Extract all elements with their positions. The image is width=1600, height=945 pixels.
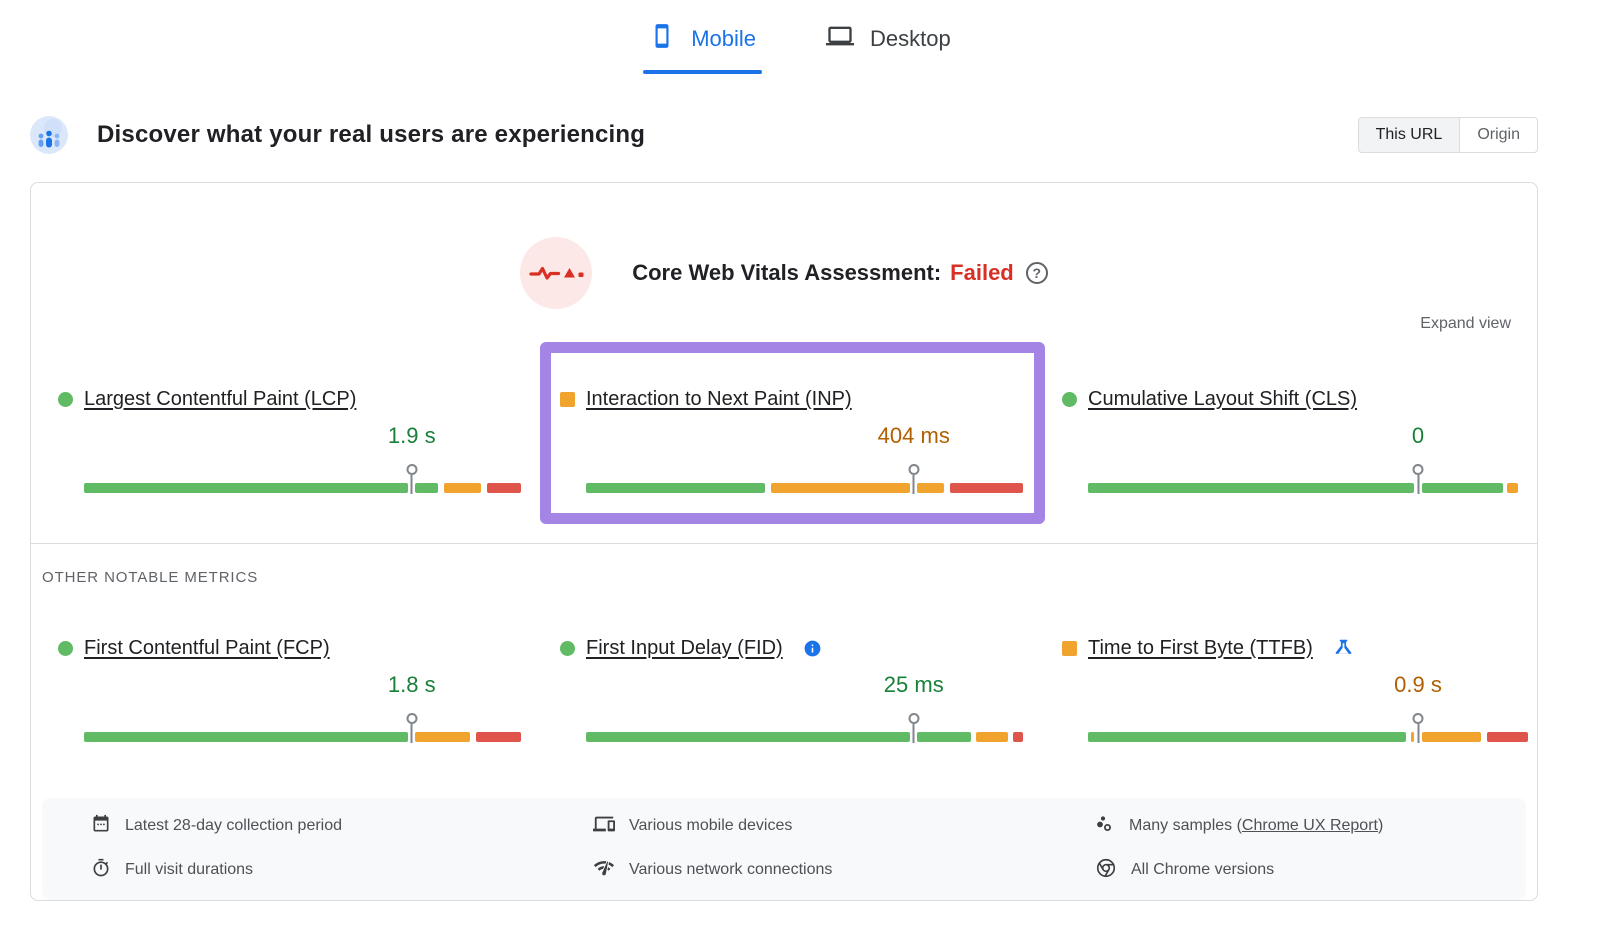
cwv-assessment-icon (520, 237, 593, 309)
metric-lcp: Largest Contentful Paint (LCP) 1.9 s (58, 387, 521, 494)
cwv-assessment-label: Core Web Vitals Assessment: (632, 260, 942, 285)
fid-distribution-bar: 25 ms (586, 666, 1023, 743)
collection-period-text: Latest 28-day collection period (125, 817, 343, 834)
scope-toggle: This URL Origin (1357, 117, 1538, 153)
network-text: Various network connections (629, 861, 833, 878)
durations-note: Full visit durations (91, 856, 554, 884)
lcp-distribution-bar: 1.9 s (84, 417, 521, 494)
devices-icon (593, 813, 615, 840)
fcp-distribution-bar: 1.8 s (84, 666, 521, 743)
field-data-card: Core Web Vitals Assessment: Failed ? Exp… (30, 182, 1538, 901)
origin-button[interactable]: Origin (1460, 117, 1538, 153)
metric-fcp: First Contentful Paint (FCP) 1.8 s (58, 636, 521, 743)
samples-note: Many samples (Chrome UX Report) (1095, 812, 1526, 840)
metric-inp: Interaction to Next Paint (INP) 404 ms (540, 342, 1045, 524)
ttfb-link[interactable]: Time to First Byte (TTFB) (1088, 636, 1313, 659)
tab-desktop-label: Desktop (870, 26, 951, 51)
chrome-ux-report-link[interactable]: Chrome UX Report (1241, 817, 1378, 834)
fcp-link[interactable]: First Contentful Paint (FCP) (84, 636, 330, 659)
samples-text: Many samples (Chrome UX Report) (1129, 817, 1384, 834)
devices-note: Various mobile devices (593, 812, 1056, 840)
fid-link[interactable]: First Input Delay (FID) (586, 636, 783, 659)
inp-distribution-bar: 404 ms (586, 417, 1023, 494)
network-note: Various network connections (593, 856, 1056, 884)
stopwatch-icon (91, 858, 111, 883)
good-dot-icon (58, 640, 73, 656)
other-metrics-row: First Contentful Paint (FCP) 1.8 s First… (31, 636, 1537, 743)
network-icon (593, 857, 615, 884)
samples-icon (1095, 814, 1115, 839)
good-dot-icon (58, 391, 73, 407)
lcp-value: 1.9 s (387, 423, 436, 448)
p75-marker-pin (1412, 713, 1424, 743)
active-tab-underline (643, 70, 763, 74)
chrome-icon (1095, 857, 1117, 884)
real-users-icon (30, 116, 68, 154)
core-metrics-row: Largest Contentful Paint (LCP) 1.9 s Int… (31, 342, 1537, 524)
section-divider (31, 543, 1537, 544)
cwv-assessment-title: Core Web Vitals Assessment: Failed ? (632, 260, 1048, 286)
cls-distribution-bar: 0 (1088, 417, 1528, 494)
metric-ttfb: Time to First Byte (TTFB) 0.9 s (1062, 636, 1528, 743)
ttfb-value: 0.9 s (1394, 672, 1442, 697)
lcp-link[interactable]: Largest Contentful Paint (LCP) (84, 387, 357, 410)
good-dot-icon (560, 640, 575, 656)
p75-marker-pin (1412, 464, 1424, 494)
help-icon[interactable]: ? (1025, 262, 1048, 284)
tab-desktop[interactable]: Desktop (820, 14, 957, 74)
cls-value: 0 (1411, 423, 1425, 448)
p75-marker-pin (908, 464, 920, 494)
inp-link[interactable]: Interaction to Next Paint (INP) (586, 387, 852, 410)
collection-footnotes: Latest 28-day collection period Various … (42, 798, 1526, 900)
cls-link[interactable]: Cumulative Layout Shift (CLS) (1088, 387, 1358, 410)
ttfb-distribution-bar: 0.9 s (1088, 666, 1528, 743)
fcp-value: 1.8 s (387, 672, 436, 697)
tab-mobile-label: Mobile (691, 26, 757, 51)
inp-value: 404 ms (877, 423, 950, 448)
other-metrics-heading: OTHER NOTABLE METRICS (42, 569, 259, 586)
p75-marker-pin (406, 464, 418, 494)
metric-fid: First Input Delay (FID) 25 ms (560, 636, 1023, 743)
devices-text: Various mobile devices (629, 817, 793, 834)
smartphone-icon (649, 23, 675, 55)
laptop-icon (826, 22, 855, 56)
info-icon[interactable] (803, 639, 822, 658)
fid-value: 25 ms (883, 672, 944, 697)
needs-improvement-square-icon (560, 391, 575, 407)
experimental-flask-icon[interactable] (1333, 638, 1354, 659)
calendar-icon (91, 814, 111, 839)
p75-marker-pin (908, 713, 920, 743)
durations-text: Full visit durations (125, 861, 254, 878)
metric-cls: Cumulative Layout Shift (CLS) 0 (1062, 387, 1528, 494)
chrome-versions-text: All Chrome versions (1131, 861, 1275, 878)
good-dot-icon (1062, 391, 1077, 407)
needs-improvement-square-icon (1062, 640, 1077, 656)
p75-marker-pin (406, 713, 418, 743)
chrome-versions-note: All Chrome versions (1095, 856, 1526, 884)
cwv-assessment-status: Failed (950, 260, 1014, 285)
collection-period-note: Latest 28-day collection period (91, 812, 554, 840)
this-url-button[interactable]: This URL (1357, 117, 1461, 153)
tab-mobile[interactable]: Mobile (643, 14, 763, 74)
field-data-header: Discover what your real users are experi… (30, 116, 1538, 154)
page-title: Discover what your real users are experi… (97, 121, 646, 148)
device-tabs: Mobile Desktop (0, 0, 1600, 74)
expand-view-button[interactable]: Expand view (1420, 315, 1511, 332)
cwv-assessment-header: Core Web Vitals Assessment: Failed ? (31, 237, 1537, 309)
